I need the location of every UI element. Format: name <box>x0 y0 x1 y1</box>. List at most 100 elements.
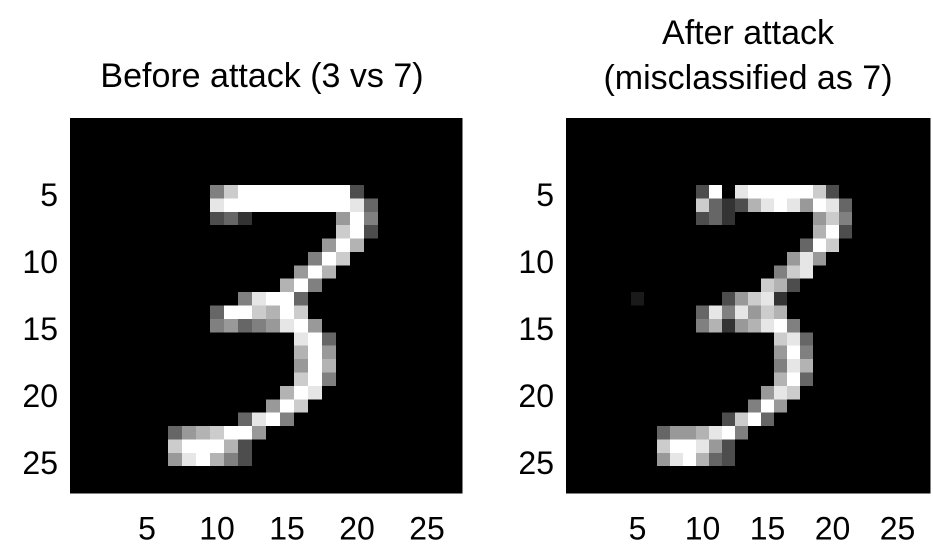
cell <box>168 359 183 373</box>
cell <box>839 453 853 467</box>
cell <box>98 292 113 306</box>
cell <box>670 426 684 440</box>
cell <box>350 453 365 467</box>
cell <box>891 265 905 279</box>
cell <box>683 439 697 453</box>
cell <box>644 413 658 427</box>
cell <box>917 346 931 360</box>
cell <box>252 118 267 132</box>
cell <box>196 118 211 132</box>
cell <box>904 239 918 253</box>
cell <box>364 386 379 400</box>
cell <box>787 453 801 467</box>
cell <box>904 292 918 306</box>
cell <box>878 466 892 480</box>
cell <box>891 172 905 186</box>
cell <box>336 198 351 212</box>
cell <box>420 426 435 440</box>
cell <box>605 225 619 239</box>
cell <box>852 212 866 226</box>
cell <box>891 439 905 453</box>
cell <box>406 225 421 239</box>
cell <box>592 131 606 145</box>
cell <box>238 292 253 306</box>
cell <box>434 292 449 306</box>
cell <box>126 265 141 279</box>
cell <box>709 252 723 266</box>
cell <box>238 131 253 145</box>
cell <box>631 212 645 226</box>
cell <box>420 118 435 132</box>
cell <box>98 426 113 440</box>
cell <box>696 185 710 199</box>
cell <box>210 172 225 186</box>
cell <box>182 359 197 373</box>
cell <box>670 439 684 453</box>
cell <box>566 399 580 413</box>
cell <box>592 372 606 386</box>
cell <box>683 172 697 186</box>
cell <box>336 131 351 145</box>
cell <box>420 252 435 266</box>
cell <box>420 131 435 145</box>
cell <box>420 372 435 386</box>
cell <box>787 212 801 226</box>
cell <box>434 346 449 360</box>
cell <box>112 172 127 186</box>
cell <box>294 212 309 226</box>
cell <box>709 198 723 212</box>
cell <box>774 131 788 145</box>
cell <box>839 386 853 400</box>
cell <box>670 131 684 145</box>
cell <box>182 319 197 333</box>
cell <box>696 145 710 159</box>
cell <box>434 118 449 132</box>
cell <box>126 319 141 333</box>
cell <box>98 212 113 226</box>
cell <box>294 145 309 159</box>
cell <box>761 252 775 266</box>
cell <box>266 480 281 494</box>
cell <box>774 426 788 440</box>
cell <box>336 426 351 440</box>
cell <box>618 198 632 212</box>
cell <box>904 359 918 373</box>
cell <box>280 239 295 253</box>
cell <box>140 399 155 413</box>
cell <box>748 413 762 427</box>
cell <box>644 172 658 186</box>
cell <box>605 332 619 346</box>
cell <box>761 145 775 159</box>
cell <box>605 131 619 145</box>
cell <box>761 279 775 293</box>
cell <box>787 306 801 320</box>
cell <box>917 252 931 266</box>
cell <box>322 399 337 413</box>
cell <box>224 466 239 480</box>
cell <box>566 158 580 172</box>
cell <box>631 172 645 186</box>
cell <box>670 279 684 293</box>
cell <box>813 319 827 333</box>
cell <box>126 332 141 346</box>
cell <box>631 359 645 373</box>
cell <box>865 319 879 333</box>
cell <box>266 279 281 293</box>
cell <box>84 466 99 480</box>
cell <box>826 332 840 346</box>
cell <box>592 359 606 373</box>
cell <box>631 346 645 360</box>
cell <box>670 413 684 427</box>
cell <box>761 319 775 333</box>
cell <box>579 212 593 226</box>
cell <box>787 198 801 212</box>
cell <box>683 480 697 494</box>
cell <box>420 279 435 293</box>
cell <box>579 265 593 279</box>
cell <box>294 413 309 427</box>
cell <box>196 306 211 320</box>
cell <box>406 131 421 145</box>
cell <box>904 439 918 453</box>
cell <box>787 292 801 306</box>
cell <box>84 279 99 293</box>
